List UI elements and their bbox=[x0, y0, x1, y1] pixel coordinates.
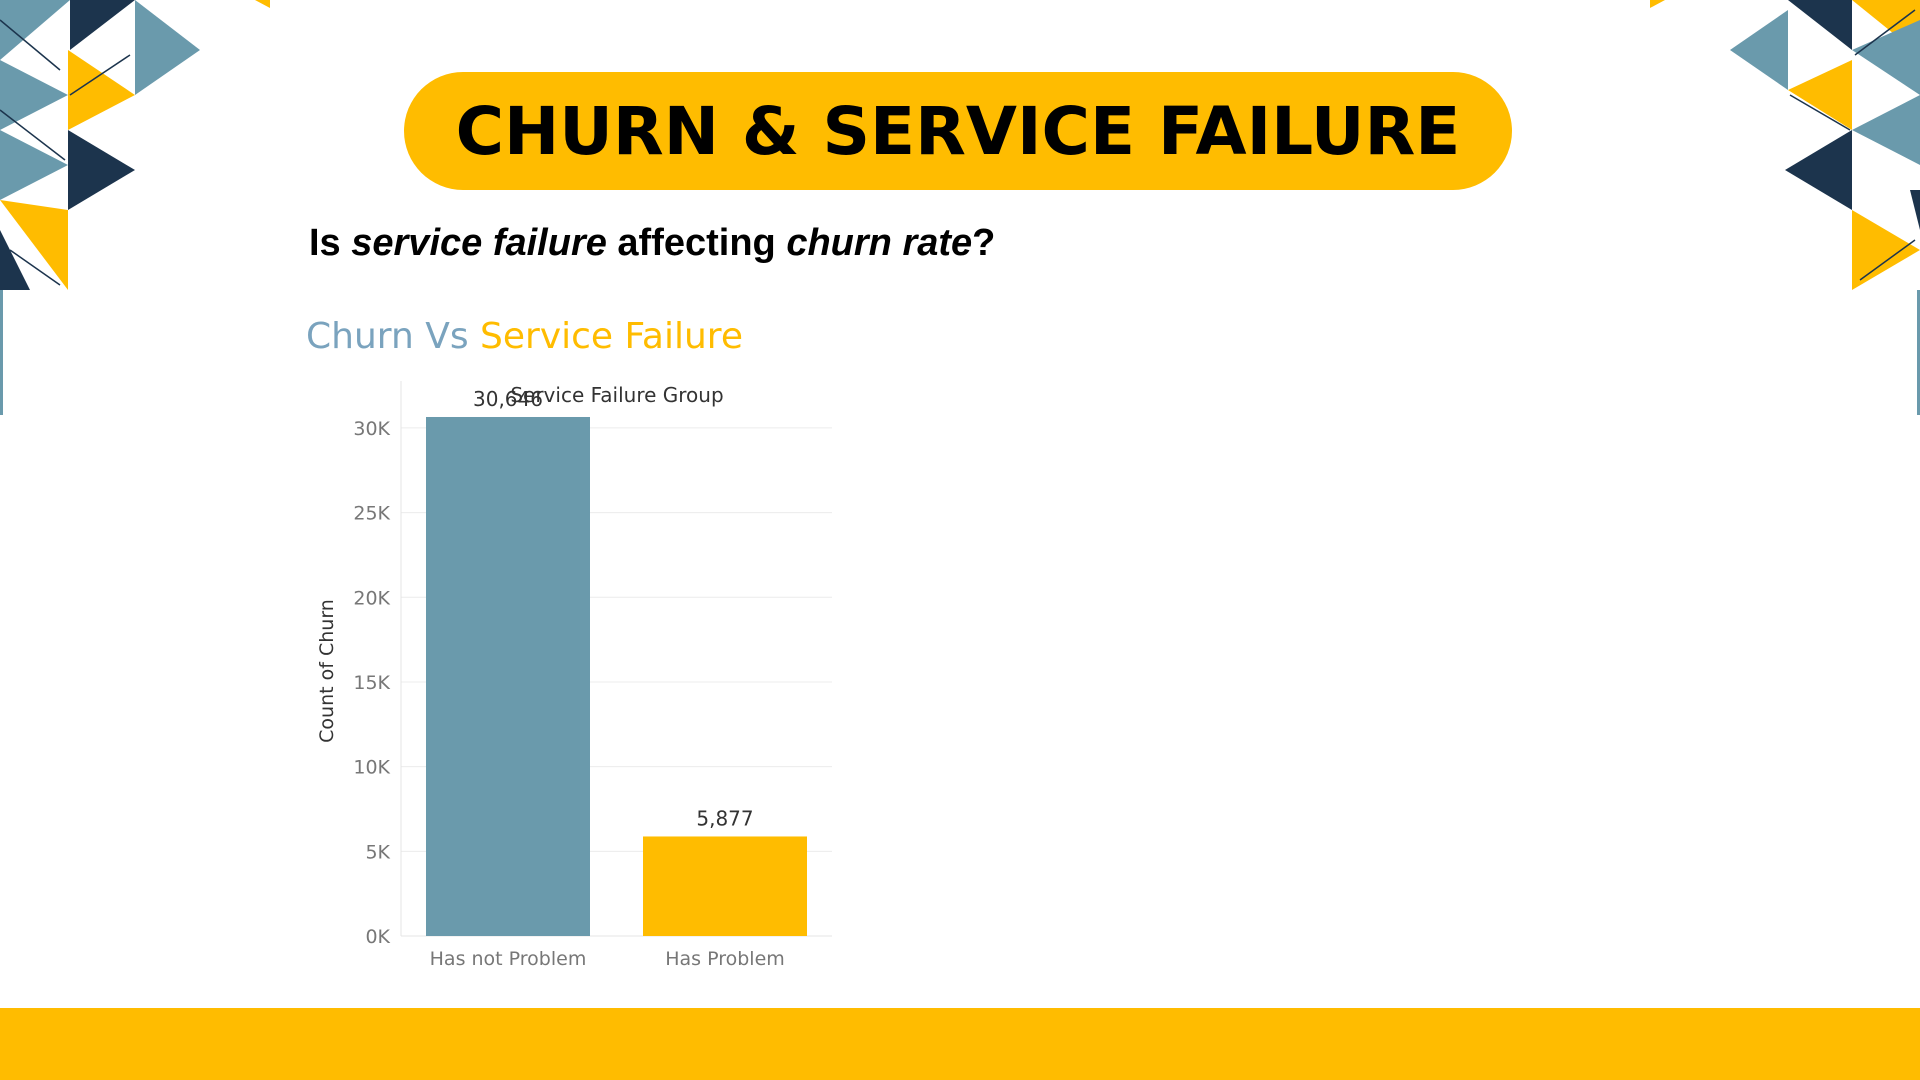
question-text: Is service failure affecting churn rate? bbox=[309, 222, 995, 265]
y-tick-label: 10K bbox=[353, 757, 390, 779]
title-banner: CHURN & SERVICE FAILURE bbox=[404, 72, 1512, 190]
bar bbox=[426, 416, 590, 936]
churn-bar-chart: Service Failure Group Count of Churn 0K 5K 1… bbox=[316, 381, 832, 970]
y-tick-label: 15K bbox=[353, 672, 390, 694]
slide-title: CHURN & SERVICE FAILURE bbox=[455, 92, 1461, 170]
left-decorative-pattern bbox=[0, 0, 270, 415]
y-tick-label: 30K bbox=[353, 418, 390, 440]
bar bbox=[643, 836, 807, 936]
y-tick-label: 25K bbox=[353, 503, 390, 525]
question-part-1: Is bbox=[309, 222, 352, 264]
x-category-label: Has Problem bbox=[665, 948, 785, 970]
right-decorative-pattern bbox=[1650, 0, 1920, 415]
y-tick-label: 20K bbox=[353, 587, 390, 609]
y-tick-label: 0K bbox=[365, 926, 390, 948]
chart-heading: Churn Vs Service Failure bbox=[306, 316, 743, 357]
chart-heading-churn: Churn Vs bbox=[306, 316, 481, 357]
y-tick-label: 5K bbox=[365, 841, 390, 863]
chart-heading-service-failure: Service Failure bbox=[480, 316, 743, 357]
question-part-5: ? bbox=[972, 222, 996, 264]
question-emphasis-churn-rate: churn rate bbox=[786, 222, 973, 264]
bottom-band bbox=[0, 1008, 1920, 1080]
x-category-label: Has not Problem bbox=[430, 948, 587, 970]
chart-title: Service Failure Group bbox=[510, 383, 723, 407]
question-part-3: affecting bbox=[606, 222, 787, 264]
y-axis-label: Count of Churn bbox=[316, 599, 338, 743]
bar-value-label: 30,646 bbox=[473, 387, 543, 411]
question-emphasis-service-failure: service failure bbox=[351, 222, 607, 264]
bar-value-label: 5,877 bbox=[696, 806, 753, 830]
